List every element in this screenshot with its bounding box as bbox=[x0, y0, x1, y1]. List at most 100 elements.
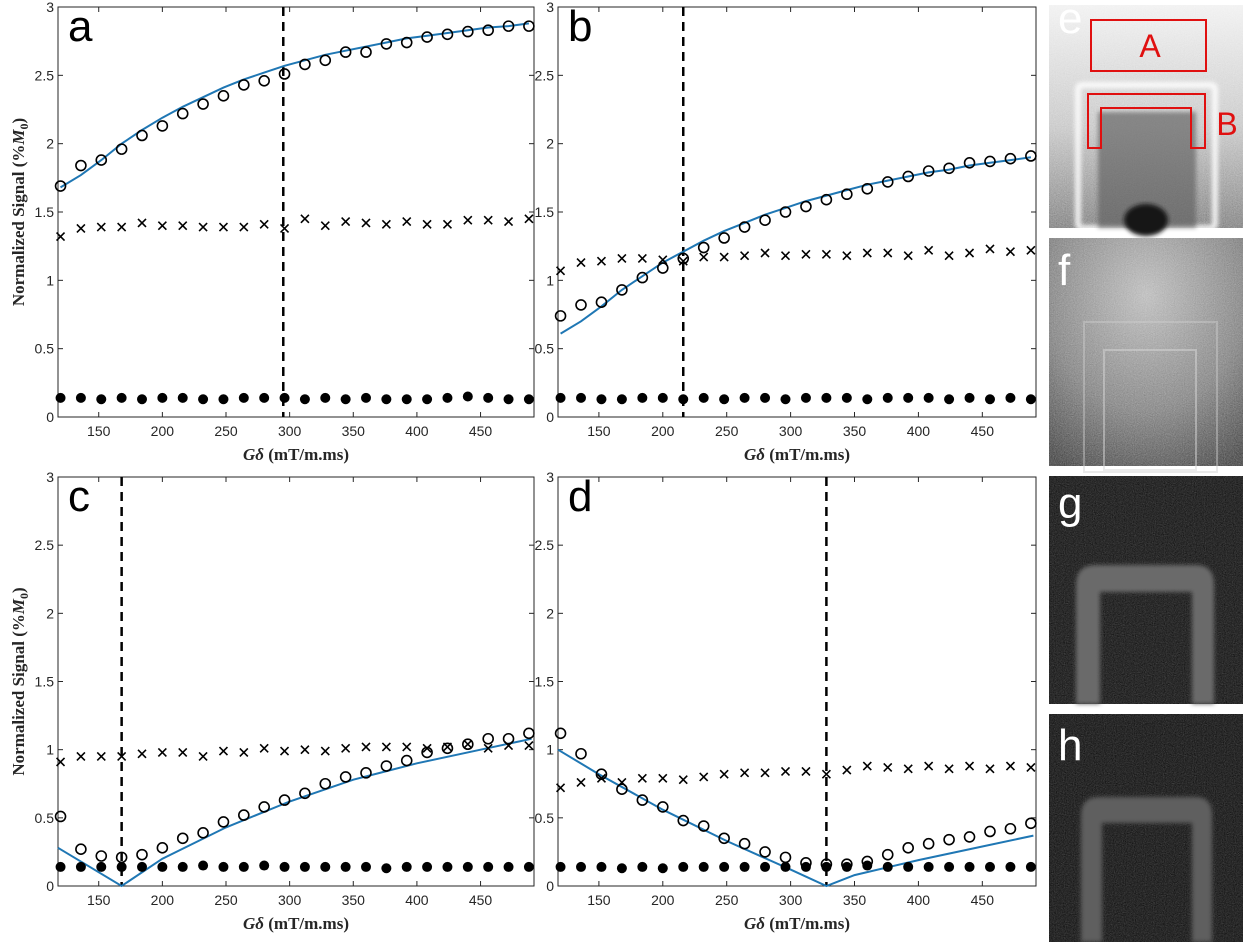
data-point-filled bbox=[944, 394, 955, 405]
data-point-filled bbox=[361, 392, 371, 403]
data-point-filled bbox=[523, 394, 534, 405]
data-point-cross bbox=[985, 244, 995, 254]
data-point-filled bbox=[678, 394, 689, 405]
data-point-open bbox=[697, 820, 710, 832]
data-point-filled bbox=[882, 861, 893, 872]
data-point-open bbox=[319, 777, 332, 790]
data-point-filled bbox=[55, 392, 66, 403]
data-point-cross bbox=[637, 773, 647, 783]
data-point-cross bbox=[442, 219, 453, 229]
data-point-open bbox=[258, 75, 270, 87]
x-tick-label: 250 bbox=[214, 423, 238, 439]
data-point-open bbox=[1025, 150, 1037, 162]
data-point-open bbox=[554, 727, 567, 740]
x-tick-label: 150 bbox=[87, 892, 111, 908]
data-point-open bbox=[677, 252, 690, 265]
data-point-open bbox=[156, 842, 169, 854]
data-point-cross bbox=[658, 773, 668, 783]
image-panel-f: f bbox=[1049, 238, 1243, 473]
data-point-open bbox=[963, 157, 976, 169]
data-point-open bbox=[922, 165, 935, 177]
x-tick-label: 400 bbox=[405, 423, 429, 439]
data-point-open bbox=[881, 848, 894, 861]
y-axis-label-symbol: M bbox=[9, 598, 28, 615]
y-tick-label: 2.5 bbox=[535, 67, 555, 83]
y-tick-label: 1 bbox=[546, 272, 554, 288]
data-point-filled bbox=[596, 394, 607, 405]
data-point-cross bbox=[300, 214, 310, 224]
x-tick-label: 150 bbox=[587, 892, 611, 908]
data-point-open bbox=[718, 832, 730, 845]
data-point-open bbox=[54, 810, 67, 823]
data-point-open bbox=[677, 814, 690, 827]
x-tick-label: 300 bbox=[278, 423, 302, 439]
data-point-filled bbox=[657, 863, 668, 874]
data-point-cross bbox=[178, 221, 188, 231]
data-point-open bbox=[523, 727, 535, 740]
data-point-filled bbox=[442, 861, 453, 872]
data-point-open bbox=[595, 296, 608, 309]
data-point-open bbox=[441, 28, 454, 41]
data-point-open bbox=[400, 754, 413, 767]
data-point-open bbox=[421, 31, 433, 43]
data-point-filled bbox=[55, 861, 66, 872]
data-point-open bbox=[502, 20, 515, 32]
data-point-filled bbox=[96, 394, 107, 405]
data-point-open bbox=[502, 732, 515, 745]
x-tick-label: 350 bbox=[843, 423, 867, 439]
data-point-filled bbox=[882, 392, 893, 403]
data-point-open bbox=[197, 827, 209, 839]
x-tick-label: 350 bbox=[342, 423, 366, 439]
data-point-open bbox=[278, 68, 291, 80]
data-point-open bbox=[697, 241, 710, 254]
data-point-cross bbox=[555, 783, 566, 793]
data-point-open bbox=[738, 837, 751, 850]
data-point-filled bbox=[923, 392, 934, 403]
x-axis-label-unit: (mT/m.ms) bbox=[264, 914, 349, 933]
data-point-open bbox=[238, 79, 250, 91]
data-point-filled bbox=[340, 394, 351, 405]
data-point-filled bbox=[238, 392, 249, 403]
y-tick-label: 1 bbox=[546, 742, 554, 758]
data-point-cross bbox=[402, 217, 412, 227]
data-point-filled bbox=[401, 394, 412, 405]
panel-label-b: b bbox=[568, 2, 592, 51]
x-tick-label: 250 bbox=[214, 892, 238, 908]
y-tick-label: 0 bbox=[546, 409, 554, 425]
data-point-cross bbox=[924, 761, 934, 771]
y-tick-label: 3 bbox=[46, 469, 54, 485]
data-point-open bbox=[54, 180, 67, 192]
data-point-filled bbox=[698, 861, 709, 872]
data-point-cross bbox=[740, 251, 750, 261]
data-point-filled bbox=[698, 392, 709, 403]
data-point-open bbox=[657, 801, 669, 813]
data-point-cross bbox=[699, 252, 709, 262]
data-point-filled bbox=[116, 392, 127, 403]
data-point-cross bbox=[341, 743, 351, 753]
data-point-cross bbox=[76, 223, 86, 233]
plot-frame bbox=[557, 476, 1037, 887]
y-axis-label: Normalized Signal (%M0) bbox=[9, 587, 31, 775]
data-point-cross bbox=[198, 222, 208, 232]
y-tick-label: 0.5 bbox=[35, 341, 55, 357]
y-tick-label: 2 bbox=[46, 136, 54, 152]
data-point-cross bbox=[1005, 761, 1016, 771]
y-tick-label: 2.5 bbox=[35, 67, 55, 83]
data-point-open bbox=[759, 846, 771, 858]
roi-b-box bbox=[1087, 93, 1206, 149]
plot-frame bbox=[57, 476, 535, 887]
data-point-open bbox=[462, 738, 474, 751]
data-point-filled bbox=[1005, 392, 1016, 403]
data-point-cross bbox=[760, 248, 770, 258]
data-point-cross bbox=[137, 218, 147, 228]
y-tick-label: 0 bbox=[546, 878, 554, 894]
data-point-open bbox=[176, 107, 189, 120]
data-point-filled bbox=[157, 861, 168, 872]
data-point-open bbox=[523, 20, 535, 32]
data-point-open bbox=[339, 771, 352, 783]
x-axis-label: Gδ (mT/m.ms) bbox=[744, 445, 850, 464]
data-point-open bbox=[136, 848, 148, 861]
data-point-open bbox=[217, 816, 230, 828]
data-point-cross bbox=[96, 222, 106, 232]
data-point-filled bbox=[381, 394, 392, 405]
